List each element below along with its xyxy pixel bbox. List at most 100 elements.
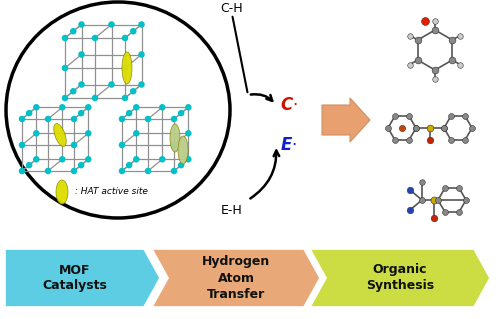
Point [144, 168, 152, 174]
Text: E-H: E-H [221, 204, 243, 217]
Text: Organic
Synthesis: Organic Synthesis [366, 263, 434, 293]
Polygon shape [310, 249, 490, 307]
Point [431, 77, 439, 82]
Point [384, 125, 392, 130]
Point [398, 125, 406, 130]
Point [44, 116, 52, 122]
Point [18, 143, 26, 148]
Point [125, 163, 133, 168]
Point [391, 137, 399, 143]
Point [184, 105, 192, 110]
Point [61, 65, 69, 70]
Point [448, 37, 456, 42]
Point [440, 125, 448, 130]
Point [440, 125, 448, 130]
Point [431, 27, 439, 33]
Text: C-H: C-H [220, 2, 244, 14]
Point [121, 65, 129, 70]
Polygon shape [5, 249, 160, 307]
Point [118, 116, 126, 122]
Point [18, 116, 26, 122]
Point [447, 137, 455, 143]
Ellipse shape [56, 180, 68, 204]
Point [32, 131, 40, 136]
FancyArrow shape [322, 98, 370, 142]
Point [431, 67, 439, 72]
Text: E$\cdot$: E$\cdot$ [280, 136, 297, 154]
Point [406, 188, 414, 193]
Point [455, 185, 463, 190]
Point [18, 168, 26, 174]
Point [129, 89, 137, 94]
Point [84, 105, 92, 110]
Point [430, 215, 438, 220]
Point [412, 125, 420, 130]
Text: MOF
Catalysts: MOF Catalysts [42, 263, 107, 293]
Point [406, 62, 414, 67]
Point [69, 89, 77, 94]
Point [132, 157, 140, 162]
Text: Hydrogen
Atom
Transfer: Hydrogen Atom Transfer [202, 256, 270, 300]
Point [138, 82, 145, 87]
Point [414, 57, 422, 63]
Point [78, 52, 86, 57]
Point [184, 157, 192, 162]
Point [108, 22, 116, 27]
Point [118, 168, 126, 174]
Point [138, 52, 145, 57]
Point [430, 197, 438, 203]
Point [184, 131, 192, 136]
Point [426, 137, 434, 143]
Point [70, 168, 78, 174]
Point [32, 157, 40, 162]
Point [121, 35, 129, 41]
Point [391, 113, 399, 118]
Point [84, 131, 92, 136]
Point [406, 33, 414, 38]
Point [58, 105, 66, 110]
Ellipse shape [170, 124, 180, 152]
Point [70, 116, 78, 122]
Point [77, 111, 85, 116]
Point [158, 157, 166, 162]
Point [405, 113, 413, 118]
Point [431, 19, 439, 24]
Point [61, 95, 69, 100]
Point [405, 137, 413, 143]
Point [406, 207, 414, 212]
Point [25, 111, 33, 116]
Point [69, 29, 77, 34]
Point [78, 22, 86, 27]
Point [441, 210, 449, 215]
Point [25, 163, 33, 168]
Point [426, 125, 434, 130]
Point [461, 137, 469, 143]
Point [70, 143, 78, 148]
Point [434, 197, 442, 203]
Point [118, 143, 126, 148]
Point [78, 82, 86, 87]
Point [144, 116, 152, 122]
Point [125, 111, 133, 116]
Point [58, 157, 66, 162]
Point [456, 33, 464, 38]
Point [462, 197, 470, 203]
Point [121, 95, 129, 100]
Point [456, 62, 464, 67]
Point [177, 163, 185, 168]
Point [44, 168, 52, 174]
Point [170, 116, 178, 122]
Point [61, 35, 69, 41]
Point [170, 168, 178, 174]
Point [414, 37, 422, 42]
Point [138, 22, 145, 27]
Point [91, 35, 99, 41]
Point [158, 105, 166, 110]
Point [32, 105, 40, 110]
Point [418, 197, 426, 203]
Text: : HAT active site: : HAT active site [72, 188, 148, 197]
Point [468, 125, 476, 130]
Point [461, 113, 469, 118]
Point [448, 57, 456, 63]
Point [441, 185, 449, 190]
